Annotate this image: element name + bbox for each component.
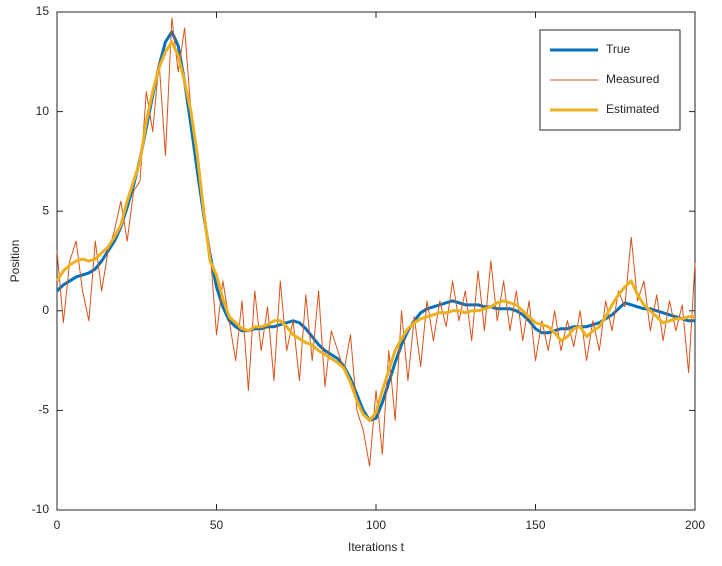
y-tick-label: 5 bbox=[42, 203, 49, 217]
y-tick-label: 0 bbox=[42, 303, 49, 317]
legend-label: Estimated bbox=[606, 102, 659, 116]
y-tick-label: 10 bbox=[36, 104, 50, 118]
series-line bbox=[56, 17, 696, 467]
x-tick-label: 100 bbox=[366, 518, 386, 532]
y-tick-label: -10 bbox=[32, 502, 50, 516]
x-tick-label: 0 bbox=[54, 518, 61, 532]
series-line bbox=[55, 40, 695, 422]
x-tick-label: 150 bbox=[525, 518, 545, 532]
series-line bbox=[55, 30, 695, 422]
y-tick-label: -5 bbox=[38, 403, 49, 417]
x-axis-label: Iterations t bbox=[348, 540, 405, 554]
legend: True Measured Estimated bbox=[539, 29, 681, 131]
legend-label: Measured bbox=[606, 72, 659, 86]
y-tick-label: 15 bbox=[36, 4, 50, 18]
x-tick-label: 50 bbox=[210, 518, 224, 532]
y-axis-label: Position bbox=[8, 240, 22, 283]
x-tick-label: 200 bbox=[685, 518, 705, 532]
legend-label: True bbox=[606, 42, 631, 56]
